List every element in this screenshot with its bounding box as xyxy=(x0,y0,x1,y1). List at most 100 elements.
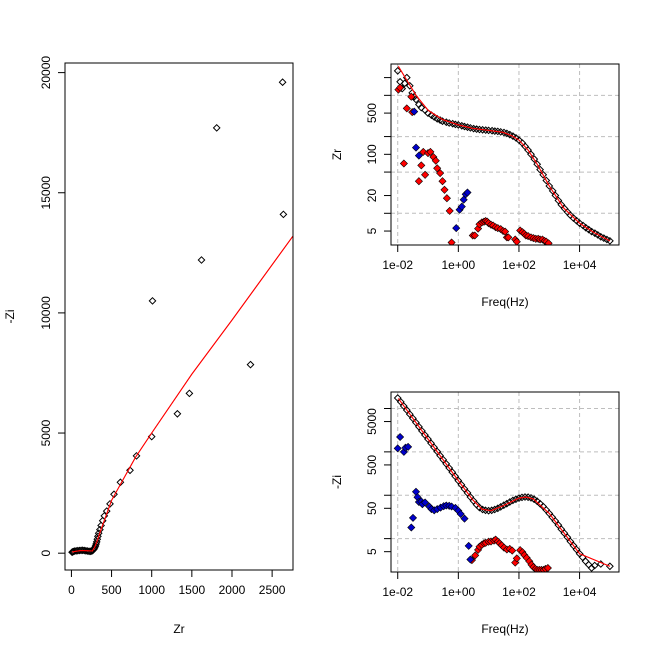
measured-point xyxy=(551,191,560,200)
residual-positive-point xyxy=(396,83,405,92)
measured-point xyxy=(505,498,514,506)
residual-negative-point xyxy=(463,188,472,197)
residual-negative-point xyxy=(452,224,461,233)
x-tick-label: 1e+04 xyxy=(563,258,597,272)
fit-line-overlay xyxy=(72,235,293,553)
measured-point xyxy=(533,160,542,169)
measured-point xyxy=(488,126,497,135)
x-axis-label: Freq(Hz) xyxy=(481,622,528,636)
residual-negative-point xyxy=(407,523,416,532)
residual-positive-point xyxy=(438,177,447,186)
residual-negative-point xyxy=(396,432,405,442)
y-tick-label: 100 xyxy=(365,144,379,164)
residual-positive-point xyxy=(471,551,480,560)
plot-frame xyxy=(390,391,620,573)
measured-point xyxy=(451,472,460,481)
measured-point xyxy=(126,466,134,475)
x-tick-label: 1e+04 xyxy=(563,585,597,599)
measured-point xyxy=(442,459,451,468)
residual-positive-point xyxy=(431,156,440,165)
residual-positive-point xyxy=(421,170,430,179)
residual-positive-point xyxy=(417,161,426,170)
residual-negative-point xyxy=(466,555,475,564)
residual-positive-point xyxy=(414,177,423,186)
measured-point xyxy=(246,360,255,369)
residual-positive-point xyxy=(474,224,483,233)
residual-negative-point xyxy=(393,444,402,453)
plot-area xyxy=(393,66,614,245)
y-tick-label: 15000 xyxy=(39,176,53,210)
measured-point xyxy=(575,219,584,228)
residual-positive-point xyxy=(504,233,513,242)
residual-negative-point xyxy=(411,143,421,152)
x-tick-label: 1e-02 xyxy=(382,585,413,599)
y-tick-label: 20 xyxy=(365,189,379,203)
measured-point xyxy=(400,79,409,88)
measured-point xyxy=(493,127,502,136)
measured-point xyxy=(508,496,517,505)
residual-positive-point xyxy=(512,237,521,245)
x-tick-label: 2500 xyxy=(259,583,286,597)
measured-point xyxy=(478,125,487,134)
residual-positive-point xyxy=(399,159,408,168)
measured-point xyxy=(106,499,114,508)
residual-negative-point xyxy=(408,513,418,522)
residual-negative-point xyxy=(404,442,413,451)
measured-point xyxy=(518,493,526,502)
measured-point xyxy=(472,125,481,134)
measured-point xyxy=(110,490,118,499)
measured-point xyxy=(393,66,402,75)
y-tick-label: 500 xyxy=(365,103,379,123)
measured-point xyxy=(417,103,426,112)
measured-point xyxy=(475,503,484,512)
plot-area xyxy=(393,394,614,572)
measured-point xyxy=(430,443,439,452)
residual-positive-point xyxy=(447,238,456,245)
y-tick-label: 5 xyxy=(365,227,379,234)
residual-negative-point xyxy=(457,202,466,211)
measured-point xyxy=(590,561,599,570)
measured-point xyxy=(530,155,539,164)
measured-point xyxy=(92,537,101,546)
residual-positive-point xyxy=(402,104,411,113)
measured-point xyxy=(557,200,566,209)
y-tick-label: 10000 xyxy=(39,296,53,330)
y-axis-label: -Zi xyxy=(3,310,17,324)
measured-point xyxy=(572,545,581,554)
residual-positive-point xyxy=(407,92,416,101)
measured-point xyxy=(78,546,87,555)
measured-point xyxy=(92,540,101,548)
x-tick-label: 1000 xyxy=(138,583,165,597)
x-tick-label: 500 xyxy=(102,583,122,597)
measured-point xyxy=(445,464,454,472)
bode-real-plot: 1e-02 1e+00 1e+02 1e+04 5 20 100 500 Freq(Hz) Zr xyxy=(330,63,620,309)
measured-point xyxy=(490,127,499,136)
residual-negative-point xyxy=(464,541,473,550)
bode-imag-plot: 1e-02 1e+00 1e+02 1e+04 5 50 500 5000 Freq(Hz) -Z… xyxy=(330,391,620,636)
residual-positive-point xyxy=(436,169,445,178)
measured-point xyxy=(414,422,423,431)
measured-point xyxy=(197,256,206,264)
measured-point xyxy=(548,186,557,195)
x-tick-label: 2000 xyxy=(219,583,246,597)
y-tick-label: 5000 xyxy=(39,419,53,446)
y-axis-label: Zr xyxy=(330,149,344,160)
measured-point xyxy=(436,451,445,460)
plot-frame xyxy=(64,62,294,571)
residual-positive-point xyxy=(442,194,451,203)
measured-point xyxy=(454,476,463,485)
fit-line-overlay xyxy=(397,66,611,242)
measured-point xyxy=(469,124,478,133)
y-tick-label: 500 xyxy=(365,455,379,475)
y-tick-label: 0 xyxy=(39,550,53,557)
measured-point xyxy=(212,123,221,132)
y-tick-label: 50 xyxy=(365,501,379,515)
residual-positive-point xyxy=(470,231,479,240)
x-tick-label: 1e+02 xyxy=(502,258,536,272)
residual-negative-point xyxy=(421,498,430,507)
measured-point xyxy=(405,410,414,419)
measured-point xyxy=(587,564,596,572)
measured-point xyxy=(551,517,560,525)
